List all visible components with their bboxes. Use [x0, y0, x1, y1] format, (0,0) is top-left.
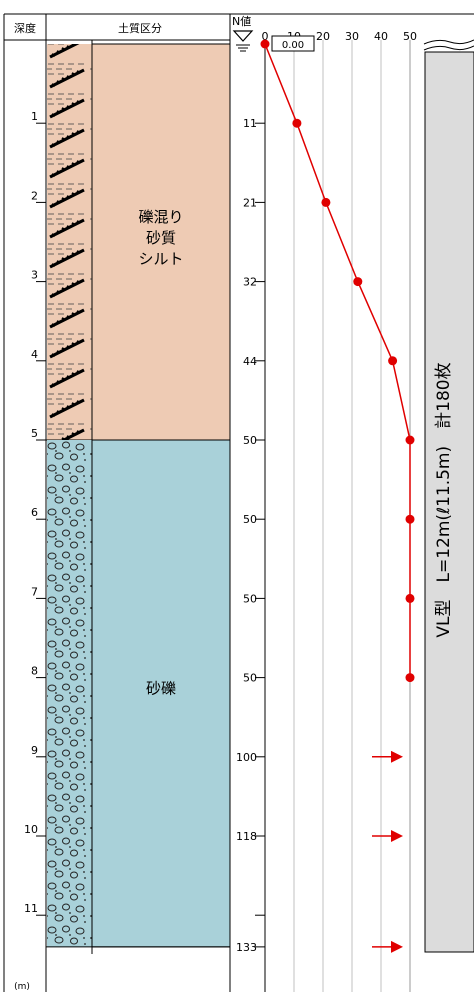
depth-axis: 1 2 3 4 5 6 7 8 9 10 11 [24, 110, 46, 916]
overflow-label-1: 118 [236, 830, 257, 843]
n-value-point-3 [353, 277, 363, 287]
n-value-label-3: 32 [243, 276, 257, 289]
depth-label-7: 7 [31, 585, 38, 598]
n-value-label-1: 11 [243, 117, 257, 130]
layer-fill-0 [91, 43, 231, 441]
n-value-point-7 [405, 593, 415, 603]
depth-label-1: 1 [31, 110, 38, 123]
pile-label: VL型 L=12m(ℓ11.5m) 計180枚 [434, 362, 454, 637]
n-value-label-6: 50 [243, 513, 257, 526]
layer-name-0-2: シルト [138, 250, 183, 268]
n-value-point-6 [405, 514, 415, 524]
depth-label-3: 3 [31, 269, 38, 282]
depth-label-5: 5 [31, 427, 38, 440]
depth-label-9: 9 [31, 744, 38, 757]
x-tick-label-20: 20 [316, 30, 330, 43]
layer-pattern-1 [47, 440, 92, 947]
depth-label-6: 6 [31, 506, 38, 519]
unit-label: (m) [14, 982, 30, 992]
layer-name-1-0: 砂礫 [146, 679, 176, 697]
x-tick-label-50: 50 [403, 30, 417, 43]
layer-name-0-0: 礫混り [138, 208, 183, 226]
overflow-label-2: 133 [236, 941, 257, 954]
depth-label-2: 2 [31, 189, 38, 202]
n-value-label-2: 21 [243, 196, 257, 209]
n-value-point-2 [321, 197, 331, 207]
n-value-point-4 [388, 356, 398, 366]
depth-label-8: 8 [31, 665, 38, 678]
n-value-point-0 [260, 39, 270, 49]
n-value-labels: 11 21 32 44 50 50 50 50 100 118 133 [236, 117, 265, 954]
x-tick-label-0: 0 [262, 30, 269, 43]
depth-label-11: 11 [24, 902, 38, 915]
layer-name-0-1: 砂質 [146, 229, 176, 247]
water-level-icon [232, 30, 254, 42]
n-value-label-4: 44 [243, 355, 257, 368]
layer-pattern-0 [47, 44, 92, 440]
n-value-label-5: 50 [243, 434, 257, 447]
n-value-label-7: 50 [243, 592, 257, 605]
water-level-box [271, 35, 315, 52]
soil-header: 土質区分 [118, 21, 162, 35]
pile-panel: VL型 L=12m(ℓ11.5m) 計180枚 [423, 39, 474, 953]
layer-fill-1 [91, 439, 231, 948]
water-level-value: 0.00 [282, 40, 304, 51]
depth-label-4: 4 [31, 348, 38, 361]
depth-label-10: 10 [24, 823, 38, 836]
n-value-point-8 [405, 673, 415, 683]
n-value-series [260, 39, 415, 953]
n-value-point-1 [292, 118, 302, 128]
n-value-label-8: 50 [243, 672, 257, 685]
n-value-point-5 [405, 435, 415, 445]
n-value-grid: 01020304050 [262, 30, 417, 992]
x-tick-label-40: 40 [374, 30, 388, 43]
depth-header: 深度 [14, 21, 36, 35]
n-value-header: N値 [232, 15, 251, 28]
water-level-marker: 0.00 [232, 30, 315, 52]
overflow-label-0: 100 [236, 751, 257, 764]
x-tick-label-30: 30 [345, 30, 359, 43]
